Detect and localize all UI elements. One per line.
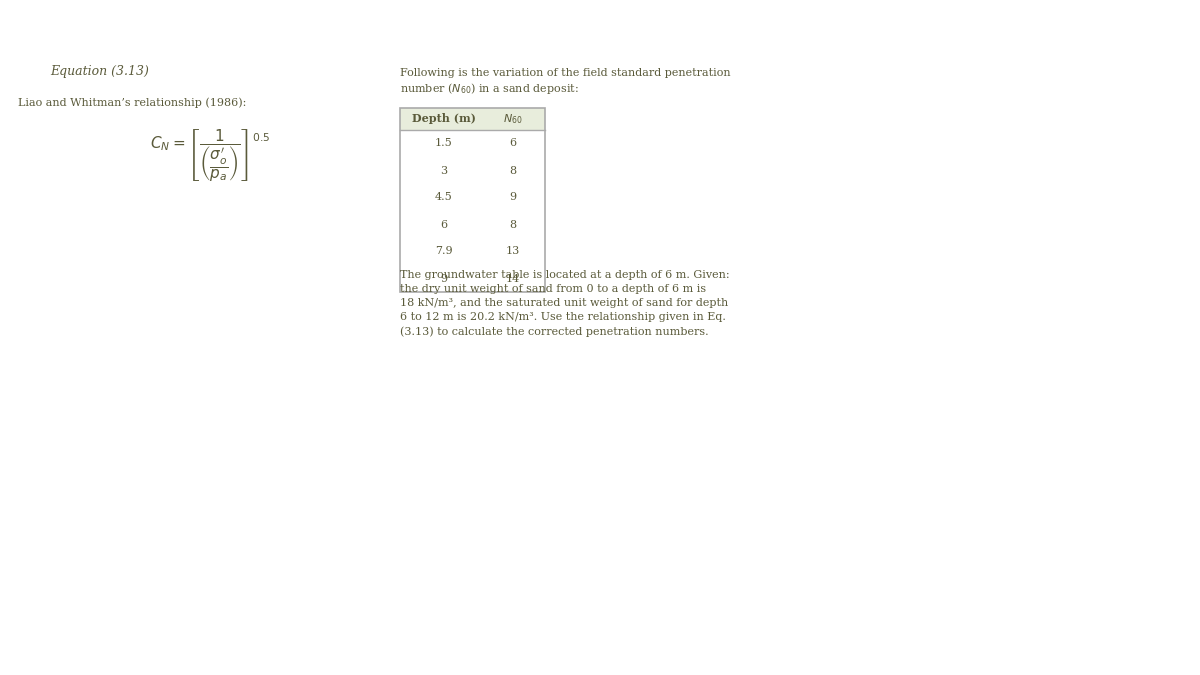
Text: 3: 3 bbox=[440, 165, 448, 176]
Text: 18 kN/m³, and the saturated unit weight of sand for depth: 18 kN/m³, and the saturated unit weight … bbox=[400, 298, 728, 308]
Text: 14: 14 bbox=[506, 273, 521, 284]
Text: 6: 6 bbox=[440, 219, 448, 230]
Text: 13: 13 bbox=[506, 246, 521, 256]
Text: 1.5: 1.5 bbox=[434, 138, 452, 148]
Text: 7.9: 7.9 bbox=[434, 246, 452, 256]
Text: The groundwater table is located at a depth of 6 m. Given:: The groundwater table is located at a de… bbox=[400, 270, 730, 280]
Text: 8: 8 bbox=[510, 219, 517, 230]
Text: the dry unit weight of sand from 0 to a depth of 6 m is: the dry unit weight of sand from 0 to a … bbox=[400, 284, 706, 294]
Text: $C_N = \left[\dfrac{1}{\left(\dfrac{\sigma_o^{\prime}}{p_a}\right)}\right]^{0.5}: $C_N = \left[\dfrac{1}{\left(\dfrac{\sig… bbox=[150, 127, 270, 183]
Text: 9: 9 bbox=[510, 192, 517, 202]
Text: (3.13) to calculate the corrected penetration numbers.: (3.13) to calculate the corrected penetr… bbox=[400, 326, 709, 337]
Text: 4.5: 4.5 bbox=[434, 192, 452, 202]
Bar bbox=[400, 108, 545, 130]
Text: 8: 8 bbox=[510, 165, 517, 176]
Text: 9: 9 bbox=[440, 273, 448, 284]
Text: Depth (m): Depth (m) bbox=[412, 113, 475, 124]
Text: 6 to 12 m is 20.2 kN/m³. Use the relationship given in Eq.: 6 to 12 m is 20.2 kN/m³. Use the relatio… bbox=[400, 312, 726, 322]
Text: number ($N_{60}$) in a sand deposit:: number ($N_{60}$) in a sand deposit: bbox=[400, 81, 578, 96]
Text: $N_{60}$: $N_{60}$ bbox=[503, 112, 523, 126]
Text: Equation (3.13): Equation (3.13) bbox=[50, 65, 149, 78]
Bar bbox=[400, 108, 545, 292]
Text: Liao and Whitman’s relationship (1986):: Liao and Whitman’s relationship (1986): bbox=[18, 97, 246, 107]
Text: 6: 6 bbox=[510, 138, 517, 148]
Text: Following is the variation of the field standard penetration: Following is the variation of the field … bbox=[400, 68, 731, 78]
